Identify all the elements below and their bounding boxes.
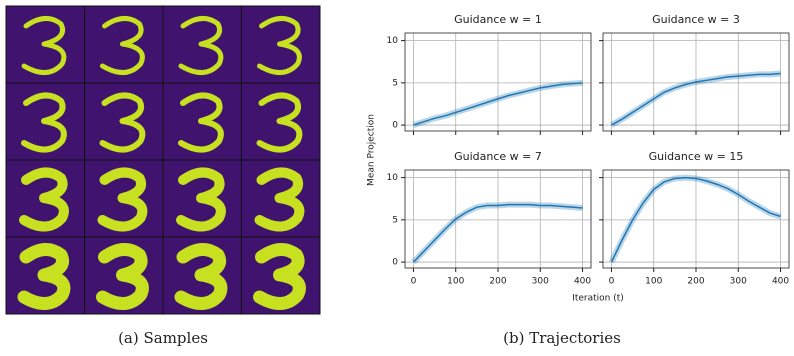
x-tick-label: 300 xyxy=(730,277,747,287)
x-tick-label: 0 xyxy=(411,277,417,287)
x-tick-label: 200 xyxy=(687,277,704,287)
caption: (a) Samples xyxy=(118,329,208,347)
chart-title: Guidance w = 15 xyxy=(649,150,744,163)
y-tick-label: 10 xyxy=(387,173,399,183)
x-tick-label: 300 xyxy=(532,277,549,287)
x-tick-label: 400 xyxy=(574,277,591,287)
x-tick-label: 100 xyxy=(447,277,464,287)
y-tick-label: 10 xyxy=(387,36,399,46)
chart-title: Guidance w = 7 xyxy=(454,150,542,163)
chart-title: Guidance w = 3 xyxy=(652,13,740,26)
figure: (a) Samples (b) Trajectories Iteration (… xyxy=(0,0,794,356)
y-tick-label: 0 xyxy=(392,258,398,268)
y-tick-label: 5 xyxy=(392,215,398,225)
y-tick-label: 5 xyxy=(392,78,398,88)
x-tick-label: 400 xyxy=(772,277,789,287)
x-axis-label: Iteration (t) xyxy=(572,294,624,304)
caption: (b) Trajectories xyxy=(503,329,621,347)
y-tick-label: 0 xyxy=(392,121,398,131)
x-tick-label: 200 xyxy=(489,277,506,287)
chart-title: Guidance w = 1 xyxy=(454,13,542,26)
x-tick-label: 0 xyxy=(609,277,615,287)
sample-grid xyxy=(6,6,320,314)
x-tick-label: 100 xyxy=(645,277,662,287)
y-axis-label: Mean Projection xyxy=(367,114,377,186)
